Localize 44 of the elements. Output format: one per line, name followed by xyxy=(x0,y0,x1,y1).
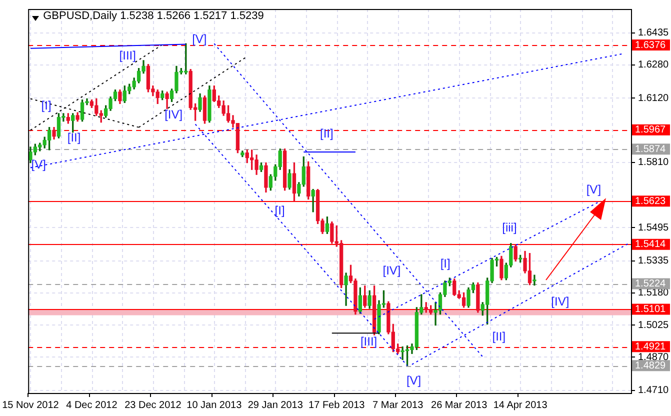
x-tick-label: 23 Dec 2012 xyxy=(124,400,182,411)
ref-line-label: 1.5623 xyxy=(635,196,666,207)
annotation: [V] xyxy=(406,373,422,388)
annotation: [II] xyxy=(492,329,506,344)
annotation: [IV] xyxy=(382,263,401,278)
annotation: [I] xyxy=(440,256,450,270)
y-tick-label: 1.5810 xyxy=(638,157,670,168)
annotation: [I] xyxy=(41,98,52,112)
annotation: [II] xyxy=(67,130,81,144)
ref-line-label: 1.5101 xyxy=(635,304,666,316)
annotation: [V] xyxy=(586,182,602,196)
annotation: [V] xyxy=(31,157,46,172)
y-tick-label: 1.4710 xyxy=(638,385,670,396)
annotation: [V] xyxy=(192,32,207,46)
y-tick-label: 1.6435 xyxy=(638,28,670,39)
y-tick-label: 1.5335 xyxy=(638,256,670,267)
ref-line-label: 1.5967 xyxy=(635,124,666,136)
x-tick-label: 7 Mar 2013 xyxy=(372,400,424,411)
x-tick-label: 26 Mar 2013 xyxy=(431,400,488,411)
y-tick-label: 1.4870 xyxy=(638,352,670,363)
annotation: [II] xyxy=(320,126,334,140)
ref-line-label: 1.5224 xyxy=(635,278,666,290)
x-tick-label: 14 Apr 2013 xyxy=(493,400,548,411)
x-tick-label: 29 Jan 2013 xyxy=(248,400,304,411)
x-tick-label: 15 Nov 2012 xyxy=(2,400,60,411)
chart-title: GBPUSD,Daily 1.5238 1.5266 1.5217 1.5239 xyxy=(43,10,264,22)
ref-line-label: 1.4829 xyxy=(635,360,666,372)
ref-line-label: 1.5874 xyxy=(635,144,666,155)
x-tick-label: 10 Jan 2013 xyxy=(186,400,242,411)
y-tick-label: 1.6120 xyxy=(638,92,670,104)
y-tick-label: 1.5495 xyxy=(638,222,670,234)
ref-line-label: 1.4921 xyxy=(635,341,666,352)
y-tick-label: 1.5025 xyxy=(638,320,670,331)
annotation: [IV] xyxy=(164,107,183,122)
y-tick-label: 1.6280 xyxy=(638,60,670,71)
ref-line-label: 1.6376 xyxy=(635,40,666,51)
annotation: [iii] xyxy=(502,220,517,234)
annotation: [IV] xyxy=(551,294,570,308)
ref-line-label: 1.5414 xyxy=(635,239,666,250)
annotation: [III] xyxy=(119,48,136,62)
x-tick-label: 17 Feb 2013 xyxy=(308,400,366,411)
annotation: [I] xyxy=(274,203,285,218)
x-tick-label: 4 Dec 2012 xyxy=(66,400,118,411)
annotation: [III] xyxy=(360,334,378,348)
